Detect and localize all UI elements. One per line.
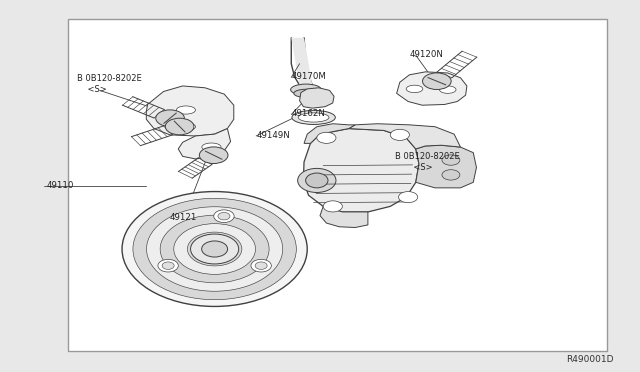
Ellipse shape (306, 173, 328, 188)
Text: 49170M: 49170M (291, 72, 326, 81)
Polygon shape (178, 129, 230, 159)
Ellipse shape (292, 110, 335, 125)
Text: R490001D: R490001D (566, 355, 614, 364)
Ellipse shape (191, 234, 239, 264)
Polygon shape (303, 129, 419, 212)
Circle shape (317, 132, 336, 143)
Ellipse shape (291, 84, 321, 95)
Text: B 0B120-8202E
    <S>: B 0B120-8202E <S> (77, 74, 142, 94)
Text: 49110: 49110 (47, 181, 74, 190)
Text: 49149N: 49149N (256, 131, 290, 141)
Polygon shape (147, 86, 234, 136)
FancyBboxPatch shape (68, 19, 607, 351)
Text: 49121: 49121 (170, 213, 197, 222)
Circle shape (156, 110, 184, 126)
Circle shape (165, 118, 194, 135)
Ellipse shape (176, 106, 195, 114)
Ellipse shape (122, 192, 307, 307)
Text: B 0B120-8202E
       <S>: B 0B120-8202E <S> (396, 152, 460, 171)
Ellipse shape (218, 212, 230, 220)
Circle shape (442, 170, 460, 180)
Circle shape (399, 192, 418, 203)
Ellipse shape (176, 123, 195, 131)
Polygon shape (291, 38, 312, 85)
Circle shape (422, 73, 451, 90)
Polygon shape (304, 124, 355, 143)
Ellipse shape (158, 259, 179, 272)
Ellipse shape (201, 241, 228, 257)
Polygon shape (320, 206, 368, 228)
Ellipse shape (294, 89, 318, 97)
Circle shape (442, 155, 460, 165)
Text: 49162N: 49162N (291, 109, 325, 118)
Ellipse shape (214, 210, 234, 222)
Ellipse shape (298, 113, 329, 122)
Polygon shape (397, 72, 467, 105)
Circle shape (200, 147, 228, 164)
Ellipse shape (255, 262, 267, 269)
Ellipse shape (162, 262, 174, 269)
Ellipse shape (202, 241, 228, 257)
Circle shape (390, 129, 410, 140)
Polygon shape (300, 88, 334, 108)
Polygon shape (416, 145, 476, 188)
Ellipse shape (174, 224, 255, 274)
Ellipse shape (188, 232, 242, 266)
Circle shape (323, 201, 342, 212)
Ellipse shape (133, 198, 296, 300)
Ellipse shape (202, 143, 221, 151)
Ellipse shape (298, 169, 336, 192)
Ellipse shape (147, 207, 283, 291)
Text: 49120N: 49120N (410, 50, 444, 59)
Ellipse shape (440, 86, 456, 93)
Ellipse shape (160, 215, 269, 283)
Polygon shape (349, 124, 461, 149)
Ellipse shape (406, 85, 423, 93)
Ellipse shape (251, 259, 271, 272)
